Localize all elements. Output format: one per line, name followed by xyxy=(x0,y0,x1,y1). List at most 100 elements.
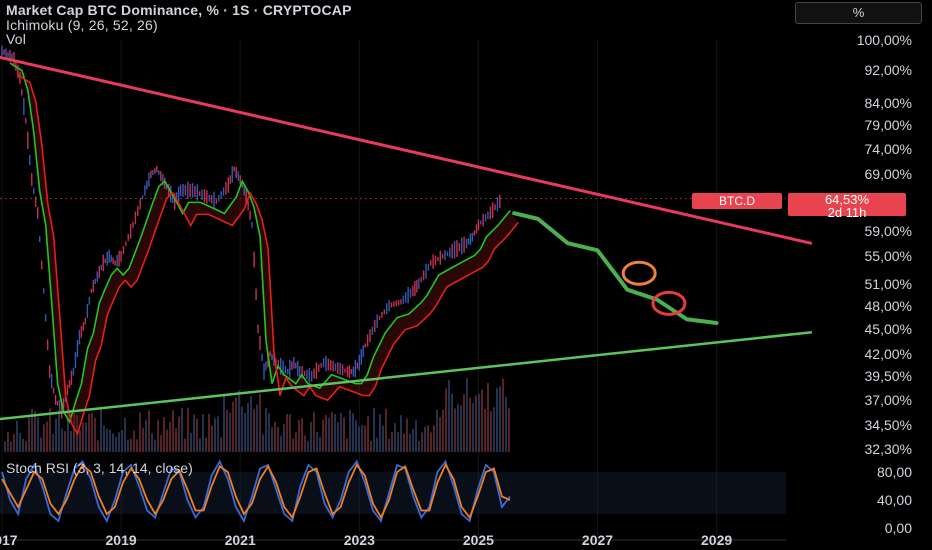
volume-bar xyxy=(232,401,234,452)
volume-bar xyxy=(43,424,45,452)
volume-bar xyxy=(442,409,444,452)
volume-bar xyxy=(70,430,72,452)
volume-bar xyxy=(202,414,204,452)
y-tick-label: 84,00% xyxy=(864,95,912,112)
volume-bar xyxy=(28,417,30,452)
stoch-rsi-legend[interactable]: Stoch RSI (3, 3, 14, 14, close) xyxy=(6,460,193,476)
y-tick-label: 79,00% xyxy=(864,117,912,134)
volume-bar xyxy=(187,407,189,452)
volume-bar xyxy=(490,411,492,452)
x-tick-label: 2019 xyxy=(105,532,137,548)
volume-bar xyxy=(58,414,60,452)
volume-bar xyxy=(259,393,261,452)
volume-bar xyxy=(331,412,333,452)
unit-button[interactable]: % xyxy=(795,2,922,24)
stoch-k-line xyxy=(1,459,511,524)
volume-bar xyxy=(484,408,486,452)
volume-bar xyxy=(418,441,420,452)
volume-bar xyxy=(91,412,93,452)
x-tick-label: 2027 xyxy=(581,532,614,548)
volume-bar xyxy=(16,420,18,452)
volume-legend[interactable]: Vol xyxy=(6,31,27,47)
volume-bar xyxy=(211,425,213,452)
volume-bar xyxy=(508,408,510,452)
volume-bar xyxy=(52,433,54,452)
volume-bar xyxy=(178,416,180,452)
volume-bar xyxy=(295,432,297,452)
volume-bar xyxy=(172,410,174,452)
ichimoku-legend[interactable]: Ichimoku (9, 26, 52, 26) xyxy=(6,17,158,33)
volume-bar xyxy=(388,438,390,452)
volume-bar xyxy=(256,404,258,452)
trendlines xyxy=(0,55,813,421)
volume-bar xyxy=(193,414,195,452)
volume-bar xyxy=(346,438,348,452)
volume-bar xyxy=(487,382,489,452)
y-tick-label: 51,00% xyxy=(864,275,912,292)
volume-bar xyxy=(94,417,96,452)
volume-bar xyxy=(478,393,480,452)
volume-bar xyxy=(280,436,282,452)
volume-bar xyxy=(49,408,51,452)
volume-bars xyxy=(4,378,510,452)
volume-bar xyxy=(322,419,324,452)
volume-bar xyxy=(22,438,24,452)
volume-bar xyxy=(301,418,303,452)
volume-bar xyxy=(421,432,423,452)
volume-bar xyxy=(235,397,237,452)
volume-bar xyxy=(286,413,288,452)
volume-bar xyxy=(46,421,48,452)
volume-bar xyxy=(190,432,192,452)
y-tick-label: 37,00% xyxy=(864,391,912,408)
volume-bar xyxy=(133,430,135,452)
volume-bar xyxy=(61,428,63,452)
volume-bar xyxy=(166,429,168,452)
volume-bar xyxy=(136,439,138,452)
volume-bar xyxy=(316,431,318,452)
volume-bar xyxy=(121,430,123,452)
volume-bar xyxy=(409,433,411,452)
volume-bar xyxy=(406,418,408,452)
volume-bar xyxy=(430,432,432,452)
volume-bar xyxy=(268,413,270,452)
volume-bar xyxy=(496,387,498,452)
volume-bar xyxy=(307,441,309,452)
volume-bar xyxy=(100,407,102,452)
volume-bar xyxy=(334,414,336,452)
volume-bar xyxy=(370,440,372,452)
volume-bar xyxy=(349,409,351,452)
grid xyxy=(0,40,786,540)
x-tick-label: 2017 xyxy=(0,532,18,548)
volume-bar xyxy=(499,386,501,452)
volume-bar xyxy=(343,417,345,452)
volume-bar xyxy=(82,422,84,452)
volume-bar xyxy=(457,404,459,452)
volume-bar xyxy=(214,418,216,452)
volume-bar xyxy=(328,417,330,452)
target-circle-1 xyxy=(621,260,657,286)
volume-bar xyxy=(139,412,141,452)
volume-bar xyxy=(208,413,210,452)
volume-bar xyxy=(463,394,465,452)
y-tick-label: 42,00% xyxy=(864,345,912,362)
stoch-d-line xyxy=(1,463,511,520)
x-tick-label: 2025 xyxy=(462,532,494,548)
volume-bar xyxy=(112,433,114,452)
y-tick-label: 39,50% xyxy=(864,368,912,385)
volume-bar xyxy=(466,378,468,452)
volume-bar xyxy=(469,397,471,452)
volume-bar xyxy=(10,441,12,452)
volume-bar xyxy=(304,435,306,452)
upper-trendline xyxy=(0,55,813,245)
volume-bar xyxy=(427,425,429,452)
volume-bar xyxy=(445,388,447,452)
x-tick-label: 2029 xyxy=(701,532,733,548)
volume-bar xyxy=(244,412,246,452)
price-value: 64,53% xyxy=(824,192,870,207)
volume-bar xyxy=(118,432,120,452)
y-tick-label: 32,30% xyxy=(864,441,912,457)
volume-bar xyxy=(37,417,39,452)
y-tick-label: 100,00% xyxy=(856,32,912,48)
x-tick-label: 2023 xyxy=(343,532,375,548)
